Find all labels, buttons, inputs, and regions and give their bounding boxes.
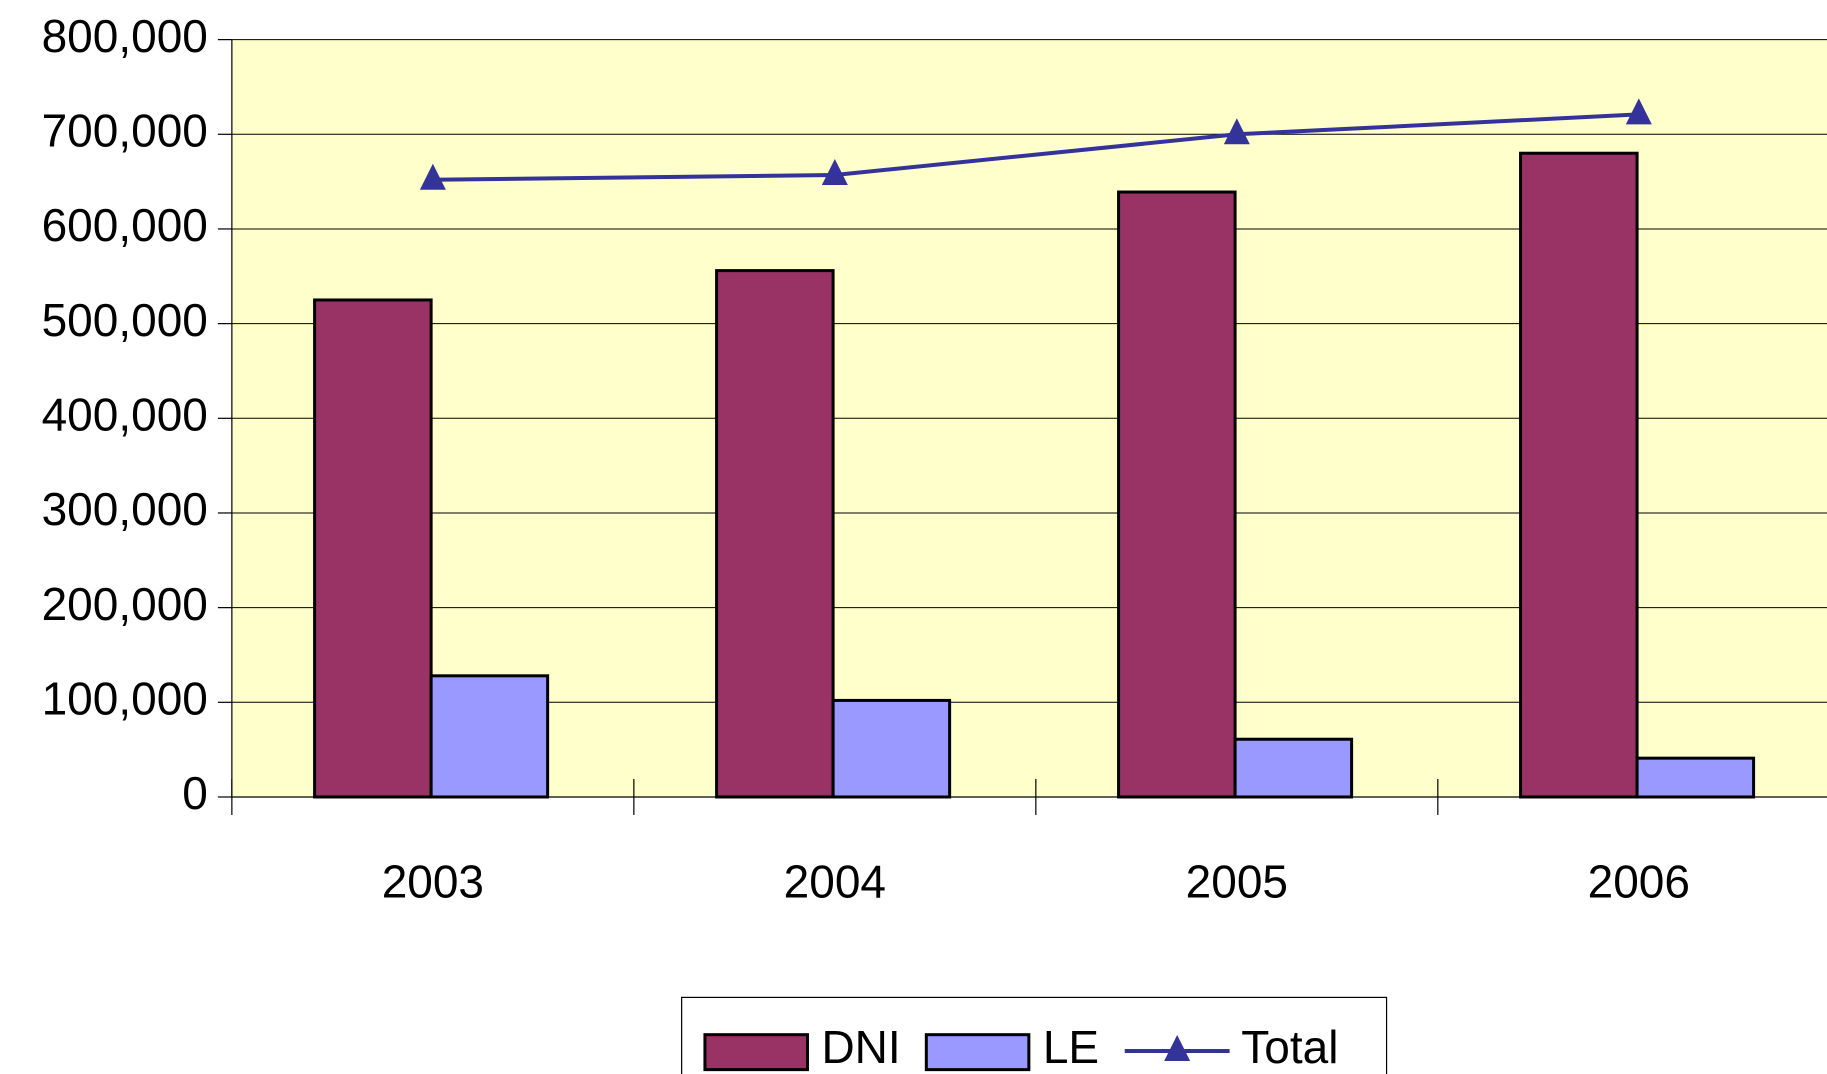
y-tick-label: 500,000 bbox=[42, 294, 208, 346]
line bbox=[432, 112, 1639, 182]
legend-label: Total bbox=[1241, 1021, 1338, 1073]
bar bbox=[1519, 151, 1639, 799]
marker bbox=[1625, 98, 1652, 125]
y-tick-label: 800,000 bbox=[42, 10, 208, 62]
bar bbox=[831, 698, 952, 799]
y-tick-label: 700,000 bbox=[42, 104, 208, 156]
y-tick-label: 0 bbox=[182, 767, 208, 819]
y-tick-label: 300,000 bbox=[42, 483, 208, 535]
legend-swatch bbox=[703, 1033, 809, 1072]
legend-swatch bbox=[924, 1033, 1031, 1072]
x-tick-label: 2006 bbox=[1588, 856, 1690, 908]
bar bbox=[1117, 190, 1237, 799]
marker bbox=[821, 158, 848, 185]
x-tick-label: 2004 bbox=[784, 856, 886, 908]
y-tick-label: 400,000 bbox=[42, 388, 208, 440]
y-tick-label: 200,000 bbox=[42, 578, 208, 630]
x-tick-label: 2003 bbox=[382, 856, 484, 908]
y-tick-label: 600,000 bbox=[42, 199, 208, 251]
legend-label: LE bbox=[1043, 1021, 1099, 1073]
x-tick-label: 2005 bbox=[1186, 856, 1288, 908]
marker bbox=[419, 163, 446, 190]
bar bbox=[1635, 756, 1756, 799]
legend-marker bbox=[1164, 1034, 1191, 1061]
bar bbox=[715, 269, 835, 799]
bar bbox=[429, 674, 550, 799]
y-tick-label: 100,000 bbox=[42, 672, 208, 724]
bar bbox=[1233, 737, 1354, 799]
legend-label: DNI bbox=[821, 1021, 900, 1073]
marker bbox=[1223, 118, 1250, 145]
bar bbox=[313, 298, 433, 799]
